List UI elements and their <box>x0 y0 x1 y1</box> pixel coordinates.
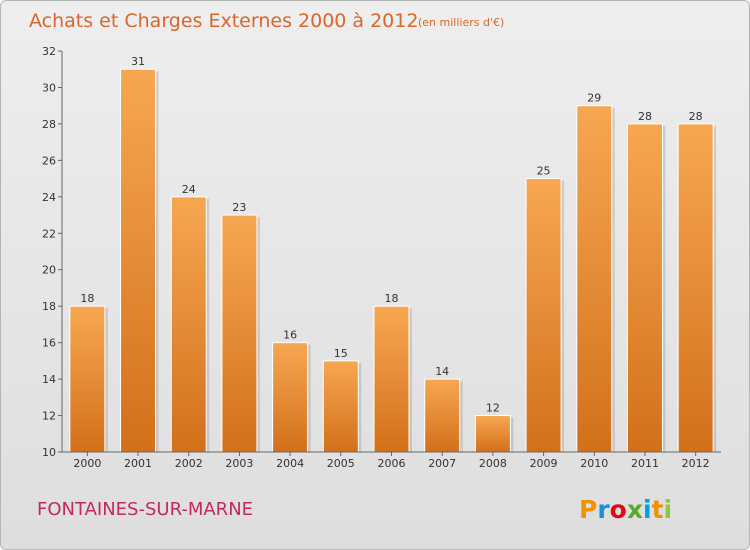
chart-unit: (en milliers d'€) <box>418 16 504 29</box>
x-tick-label: 2012 <box>682 457 710 470</box>
y-tick-label: 12 <box>42 410 56 423</box>
x-tick-label: 2009 <box>530 457 558 470</box>
x-tick-label: 2002 <box>175 457 203 470</box>
y-tick-label: 20 <box>42 264 56 277</box>
bar <box>69 305 106 453</box>
brand-letter: x <box>627 495 643 524</box>
brand-letter: t <box>652 495 664 524</box>
x-tick-label: 2003 <box>225 457 253 470</box>
bar-value-label: 29 <box>587 92 601 105</box>
y-tick-label: 14 <box>42 373 56 386</box>
bar-value-label: 31 <box>131 55 145 68</box>
bar-value-label: 16 <box>283 329 297 342</box>
y-tick-label: 24 <box>42 191 56 204</box>
bar-value-label: 28 <box>638 110 652 123</box>
bar-value-label: 18 <box>385 292 399 305</box>
brand-letter: r <box>597 495 610 524</box>
proxiti-logo: Proxiti <box>579 495 672 524</box>
commune-name: FONTAINES-SUR-MARNE <box>37 499 253 520</box>
brand-text: Proxiti <box>579 495 672 524</box>
y-tick-label: 26 <box>42 154 56 167</box>
bar <box>170 196 207 453</box>
bar-value-label: 15 <box>334 347 348 360</box>
bars-group: 18 31 24 23 16 15 18 14 12 25 29 28 28 <box>69 55 717 453</box>
x-tick-label: 2005 <box>327 457 355 470</box>
bar <box>424 378 461 453</box>
x-axis: 2000 2001 2002 2003 2004 2005 2006 2007 2008 2009… <box>62 451 721 470</box>
chart-title: Achats et Charges Externes 2000 à 2012 <box>29 10 418 32</box>
x-tick-label: 2010 <box>580 457 608 470</box>
bar <box>525 178 562 453</box>
brand-letter: P <box>579 495 597 524</box>
x-tick-label: 2006 <box>378 457 406 470</box>
brand-letter: i <box>664 495 673 524</box>
x-tick-label: 2007 <box>428 457 456 470</box>
bar-value-label: 24 <box>182 183 196 196</box>
bar <box>272 342 309 453</box>
bar <box>373 305 410 453</box>
y-tick-label: 32 <box>42 45 56 58</box>
y-tick-label: 16 <box>42 337 56 350</box>
brand-letter: i <box>643 495 652 524</box>
bar-value-label: 14 <box>435 365 449 378</box>
bar <box>576 105 613 453</box>
y-tick-label: 28 <box>42 118 56 131</box>
bar <box>120 68 157 453</box>
x-tick-label: 2004 <box>276 457 304 470</box>
y-axis: 10 12 14 16 18 20 22 24 26 28 30 32 <box>42 45 63 459</box>
x-tick-label: 2000 <box>73 457 101 470</box>
bar-value-label: 12 <box>486 402 500 415</box>
y-tick-label: 22 <box>42 227 56 240</box>
y-tick-label: 18 <box>42 300 56 313</box>
y-tick-label: 30 <box>42 81 56 94</box>
bar <box>677 123 714 453</box>
y-tick-label: 10 <box>42 446 56 459</box>
bar-value-label: 25 <box>537 165 551 178</box>
bar <box>474 415 511 453</box>
bar-value-label: 23 <box>232 201 246 214</box>
bar <box>221 214 258 453</box>
bar-value-label: 18 <box>80 292 94 305</box>
bar <box>626 123 663 453</box>
x-tick-label: 2001 <box>124 457 152 470</box>
x-tick-label: 2011 <box>631 457 659 470</box>
bar-value-label: 28 <box>689 110 703 123</box>
x-tick-label: 2008 <box>479 457 507 470</box>
bar <box>322 360 359 453</box>
brand-letter: o <box>610 495 627 524</box>
